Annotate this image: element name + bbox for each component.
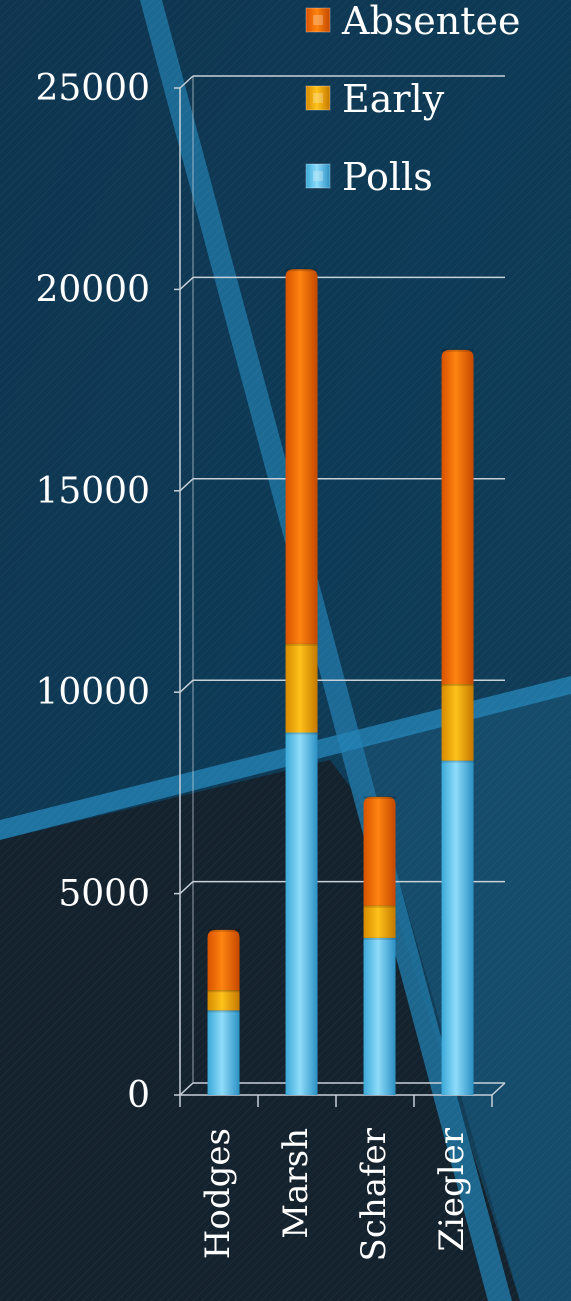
gridline-diag	[179, 1082, 194, 1096]
bar-segment-polls	[441, 760, 474, 1095]
segment-edge	[285, 731, 318, 735]
segment-edge	[207, 928, 240, 932]
y-tick-label: 15000	[35, 471, 150, 512]
bar-stack-hodges	[207, 928, 240, 1095]
legend-label-early: Early	[342, 77, 445, 121]
gridline-diag	[179, 75, 194, 89]
gridline-diag	[179, 881, 194, 895]
segment-edge	[441, 683, 474, 687]
legend-swatch-highlight	[313, 93, 323, 103]
y-tick-label: 10000	[35, 672, 150, 713]
legend-swatch-highlight	[313, 171, 323, 181]
bar-stack-schafer	[363, 795, 396, 1095]
bar-segment-absentee	[363, 796, 396, 906]
legend-swatch-highlight	[313, 15, 323, 25]
segment-edge	[363, 795, 396, 799]
segment-edge	[441, 759, 474, 763]
legend-swatch-early	[305, 85, 331, 111]
segment-edge	[363, 904, 396, 908]
segment-edge	[207, 1009, 240, 1013]
segment-edge	[207, 989, 240, 993]
legend-swatch-polls	[305, 163, 331, 189]
legend-swatch-absentee	[305, 7, 331, 33]
legend-label-polls: Polls	[342, 155, 433, 199]
floor-edge	[491, 1082, 506, 1096]
gridline-diag	[179, 478, 194, 492]
segment-edge	[285, 642, 318, 646]
x-category-label: Ziegler	[432, 1127, 472, 1251]
bar-segment-absentee	[285, 269, 318, 644]
bar-stack-marsh	[285, 268, 318, 1095]
bars	[207, 268, 474, 1095]
bar-segment-polls	[207, 1010, 240, 1095]
segment-edge	[441, 348, 474, 352]
y-tick-label: 5000	[58, 874, 150, 915]
x-axis-category-labels: Hodges Marsh Schafer Ziegler	[198, 1127, 472, 1261]
bar-stack-ziegler	[441, 348, 474, 1095]
gridline-diag	[179, 276, 194, 290]
x-category-label: Marsh	[276, 1128, 316, 1239]
bar-segment-early	[285, 643, 318, 733]
legend-label-absentee: Absentee	[341, 0, 520, 43]
y-tick-label: 20000	[35, 269, 150, 310]
x-category-label: Schafer	[354, 1127, 394, 1261]
y-tick-label: 25000	[35, 68, 150, 109]
segment-edge	[363, 936, 396, 940]
legend: Absentee Early Polls	[305, 0, 520, 199]
y-tick-label: 0	[127, 1075, 150, 1116]
x-category-label: Hodges	[198, 1128, 238, 1259]
bar-segment-absentee	[207, 929, 240, 991]
bar-segment-polls	[363, 937, 396, 1095]
gridline-diag	[179, 679, 194, 693]
segment-edge	[285, 268, 318, 272]
bar-segment-polls	[285, 732, 318, 1095]
bar-segment-absentee	[441, 349, 474, 685]
bar-segment-early	[441, 684, 474, 761]
bar-segment-early	[207, 990, 240, 1011]
bar-segment-early	[363, 905, 396, 938]
y-axis-tick-labels: 0 5000 10000 15000 20000 25000	[35, 68, 150, 1116]
